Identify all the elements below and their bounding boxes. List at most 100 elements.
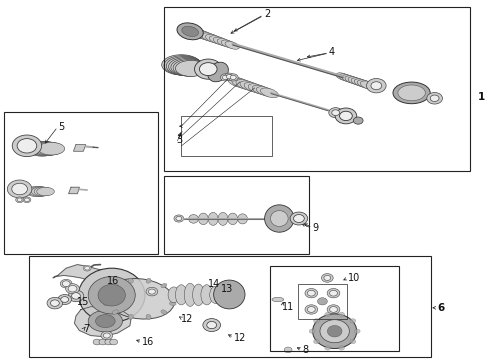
Ellipse shape: [175, 285, 187, 305]
Polygon shape: [53, 265, 112, 282]
Ellipse shape: [261, 88, 278, 98]
Ellipse shape: [171, 58, 205, 76]
Ellipse shape: [330, 290, 338, 296]
Ellipse shape: [194, 30, 212, 40]
Ellipse shape: [252, 85, 271, 95]
Polygon shape: [74, 145, 86, 151]
Ellipse shape: [83, 265, 91, 271]
Text: 16: 16: [142, 337, 154, 347]
Ellipse shape: [354, 329, 360, 333]
Ellipse shape: [342, 75, 357, 83]
Text: 4: 4: [328, 47, 335, 57]
Ellipse shape: [205, 34, 222, 43]
Ellipse shape: [12, 135, 42, 157]
Ellipse shape: [110, 339, 118, 345]
Ellipse shape: [393, 82, 430, 104]
Ellipse shape: [354, 79, 370, 87]
Bar: [164, 176, 309, 254]
Ellipse shape: [17, 139, 37, 153]
Ellipse shape: [228, 213, 238, 225]
Text: 3: 3: [176, 135, 182, 145]
Ellipse shape: [330, 307, 338, 312]
Ellipse shape: [203, 319, 220, 332]
Ellipse shape: [169, 58, 204, 76]
Ellipse shape: [195, 59, 222, 79]
Ellipse shape: [305, 288, 318, 298]
Ellipse shape: [218, 212, 228, 225]
Ellipse shape: [93, 339, 101, 345]
Ellipse shape: [350, 319, 356, 323]
Ellipse shape: [214, 280, 245, 309]
Ellipse shape: [88, 310, 122, 332]
Ellipse shape: [339, 346, 344, 350]
Ellipse shape: [47, 297, 63, 309]
Ellipse shape: [332, 110, 340, 116]
Ellipse shape: [201, 33, 219, 42]
Ellipse shape: [31, 187, 51, 196]
Ellipse shape: [329, 108, 343, 118]
Ellipse shape: [309, 329, 315, 333]
Ellipse shape: [99, 339, 107, 345]
Ellipse shape: [33, 142, 62, 156]
Ellipse shape: [313, 314, 357, 348]
Ellipse shape: [207, 321, 217, 329]
Ellipse shape: [173, 59, 206, 76]
Ellipse shape: [175, 60, 207, 76]
Ellipse shape: [324, 275, 331, 280]
Ellipse shape: [162, 55, 201, 75]
Ellipse shape: [177, 23, 203, 40]
Ellipse shape: [12, 183, 27, 195]
Text: 7: 7: [83, 324, 90, 334]
Ellipse shape: [226, 75, 232, 79]
Ellipse shape: [217, 39, 232, 47]
Ellipse shape: [168, 287, 180, 303]
Bar: [164, 7, 470, 171]
Ellipse shape: [325, 346, 331, 350]
Ellipse shape: [305, 305, 318, 314]
Text: 6: 6: [437, 303, 444, 313]
Ellipse shape: [88, 276, 135, 314]
Ellipse shape: [270, 211, 288, 226]
Ellipse shape: [398, 85, 425, 101]
Ellipse shape: [164, 56, 202, 75]
Ellipse shape: [228, 77, 247, 87]
Ellipse shape: [38, 142, 65, 155]
Text: 2: 2: [265, 9, 271, 19]
Ellipse shape: [327, 288, 340, 298]
Ellipse shape: [170, 302, 176, 306]
Ellipse shape: [248, 84, 267, 94]
Bar: [298, 284, 347, 319]
Ellipse shape: [201, 285, 213, 305]
Ellipse shape: [146, 287, 158, 296]
Ellipse shape: [209, 36, 225, 44]
Ellipse shape: [146, 278, 151, 283]
Ellipse shape: [353, 117, 363, 124]
Ellipse shape: [72, 293, 80, 299]
Bar: [29, 256, 431, 357]
Ellipse shape: [28, 141, 59, 156]
Ellipse shape: [36, 142, 63, 155]
Bar: [181, 116, 272, 156]
Ellipse shape: [225, 41, 240, 49]
Ellipse shape: [176, 216, 182, 221]
Ellipse shape: [198, 31, 215, 41]
Ellipse shape: [16, 197, 24, 203]
Ellipse shape: [50, 300, 59, 306]
Ellipse shape: [265, 205, 294, 232]
Ellipse shape: [284, 347, 292, 353]
Ellipse shape: [112, 283, 119, 288]
Text: 15: 15: [77, 297, 90, 307]
Ellipse shape: [60, 279, 72, 288]
Ellipse shape: [220, 74, 230, 81]
Ellipse shape: [24, 198, 29, 202]
Ellipse shape: [371, 82, 382, 90]
Ellipse shape: [7, 180, 32, 198]
Ellipse shape: [339, 312, 344, 316]
Ellipse shape: [112, 310, 119, 314]
Ellipse shape: [340, 111, 352, 121]
Ellipse shape: [430, 95, 439, 102]
Ellipse shape: [148, 289, 155, 294]
Ellipse shape: [238, 214, 247, 224]
Text: 14: 14: [208, 279, 220, 289]
Ellipse shape: [272, 297, 284, 302]
